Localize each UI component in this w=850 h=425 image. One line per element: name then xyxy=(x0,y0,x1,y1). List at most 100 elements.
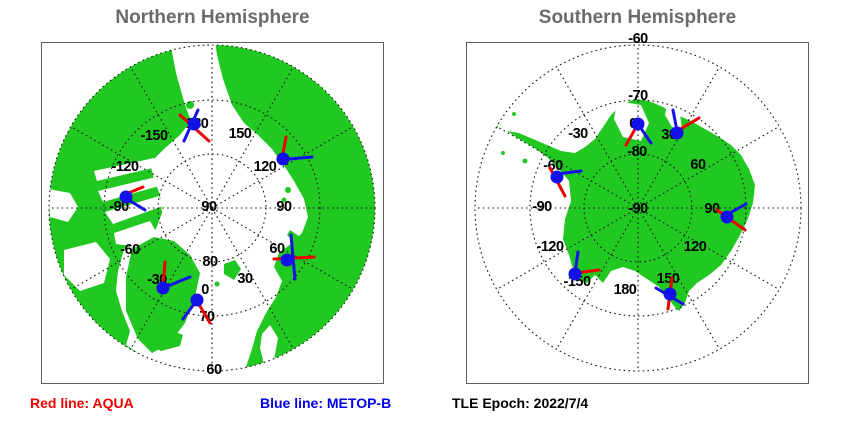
satellite-marker xyxy=(548,166,583,198)
graticule-grid xyxy=(48,44,376,372)
grid-label: 80 xyxy=(202,254,218,270)
satellite-position-dot xyxy=(631,117,645,131)
satellite-marker xyxy=(715,202,748,232)
island xyxy=(501,151,505,155)
satellite-marker xyxy=(654,276,685,311)
latitude-circle xyxy=(529,99,747,317)
grid-label: -60 xyxy=(543,158,563,174)
satellite-position-dot xyxy=(156,281,170,295)
ocean-area xyxy=(260,325,278,364)
satellite-position-dot xyxy=(720,210,734,224)
ocean-area xyxy=(98,177,159,202)
satellite-position-dot xyxy=(276,152,290,166)
satellite-marker xyxy=(670,108,701,140)
meridian-line xyxy=(637,207,780,290)
island xyxy=(297,267,301,271)
satellite-marker xyxy=(178,108,211,143)
grid-label: 150 xyxy=(657,271,680,287)
island xyxy=(483,137,489,143)
meridian-line xyxy=(556,207,639,350)
south-map-title: Southern Hemisphere xyxy=(538,7,737,28)
ocean-area xyxy=(49,189,78,222)
satellite-position-dot xyxy=(663,287,677,301)
ocean-area xyxy=(94,158,157,181)
satellite-marker xyxy=(568,250,601,281)
grid-label: -90 xyxy=(628,201,648,217)
ocean-area xyxy=(114,221,158,247)
landmass xyxy=(147,329,183,351)
grid-label: 90 xyxy=(704,201,720,217)
satellite-marker xyxy=(181,293,212,325)
meridian-line xyxy=(211,207,294,350)
south-map-frame: -60-70-80-90-300306090120150180-150-120-… xyxy=(466,31,809,384)
grid-label: 120 xyxy=(684,239,707,255)
grid-label: 0 xyxy=(201,282,209,298)
meridian-line xyxy=(637,126,780,209)
island xyxy=(522,158,528,164)
grid-label: 60 xyxy=(690,157,706,173)
ocean-area xyxy=(105,196,163,224)
grid-label: 90 xyxy=(201,199,217,215)
northern-hemisphere-map: 180-150150-120120-909090-6060-3030080706… xyxy=(48,44,376,378)
satellite-position-dot xyxy=(119,190,133,204)
graticule-grid xyxy=(474,44,802,372)
grid-label: 90 xyxy=(276,199,292,215)
metopb-track-line xyxy=(289,233,297,281)
grid-label: 180 xyxy=(614,282,637,298)
grid-label: -150 xyxy=(140,128,167,144)
ocean-area xyxy=(64,242,110,291)
grid-label: -60 xyxy=(120,242,140,258)
latitude-circle xyxy=(103,99,321,317)
satellite-position-dot xyxy=(190,293,204,307)
island xyxy=(186,101,194,109)
satellite-position-dot xyxy=(670,126,684,140)
island xyxy=(512,112,516,116)
meridian-line xyxy=(70,126,213,209)
legend-metop-b: Blue line: METOP-B xyxy=(260,395,392,411)
grid-label: -70 xyxy=(628,88,648,104)
meridian-line xyxy=(70,207,213,290)
grid-label: 120 xyxy=(254,159,277,175)
legend-tle-epoch: TLE Epoch: 2022/7/4 xyxy=(452,395,589,411)
grid-label: -30 xyxy=(568,126,588,142)
grid-label: 30 xyxy=(237,271,253,287)
satellite-marker xyxy=(276,135,314,166)
latitude-circle xyxy=(474,44,802,372)
landmass xyxy=(126,237,200,353)
landmass xyxy=(224,260,241,280)
satellite-marker xyxy=(156,260,192,295)
meridian-line xyxy=(130,66,213,209)
satellite-marker xyxy=(119,185,147,212)
meridian-line xyxy=(130,207,213,350)
north-map-frame: 180-150150-120120-909090-6060-3030080706… xyxy=(41,42,384,384)
island xyxy=(214,281,220,287)
satellite-position-dot xyxy=(280,253,294,267)
satellite-position-dot xyxy=(550,170,564,184)
meridian-line xyxy=(211,126,354,209)
meridian-line xyxy=(211,207,354,290)
island xyxy=(281,197,287,203)
satellite-position-dot xyxy=(568,267,582,281)
meridian-line xyxy=(211,66,294,209)
landmass xyxy=(287,230,306,276)
legend-aqua: Red line: AQUA xyxy=(30,395,134,411)
island xyxy=(285,187,291,193)
grid-label: -60 xyxy=(628,31,648,47)
grid-label: -120 xyxy=(111,159,138,175)
grid-label: 150 xyxy=(229,126,252,142)
meridian-line xyxy=(637,66,720,209)
satellite-position-dot xyxy=(187,117,201,131)
grid-label: 60 xyxy=(206,362,222,378)
ocean-area xyxy=(614,101,649,141)
landmass xyxy=(507,99,755,311)
grid-label: -120 xyxy=(536,239,563,255)
southern-hemisphere-map: -60-70-80-90-300306090120150180-150-120-… xyxy=(474,31,802,372)
meridian-line xyxy=(637,207,720,350)
meridian-line xyxy=(496,207,639,290)
grid-label: -80 xyxy=(627,144,647,160)
meridian-line xyxy=(556,66,639,209)
satellite-marker xyxy=(272,233,316,281)
satellite-marker xyxy=(624,117,653,147)
latitude-circle xyxy=(48,44,376,372)
